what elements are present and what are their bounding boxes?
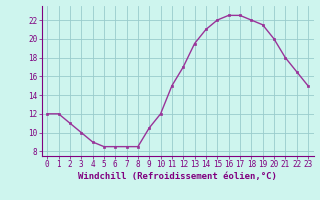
X-axis label: Windchill (Refroidissement éolien,°C): Windchill (Refroidissement éolien,°C) xyxy=(78,172,277,181)
